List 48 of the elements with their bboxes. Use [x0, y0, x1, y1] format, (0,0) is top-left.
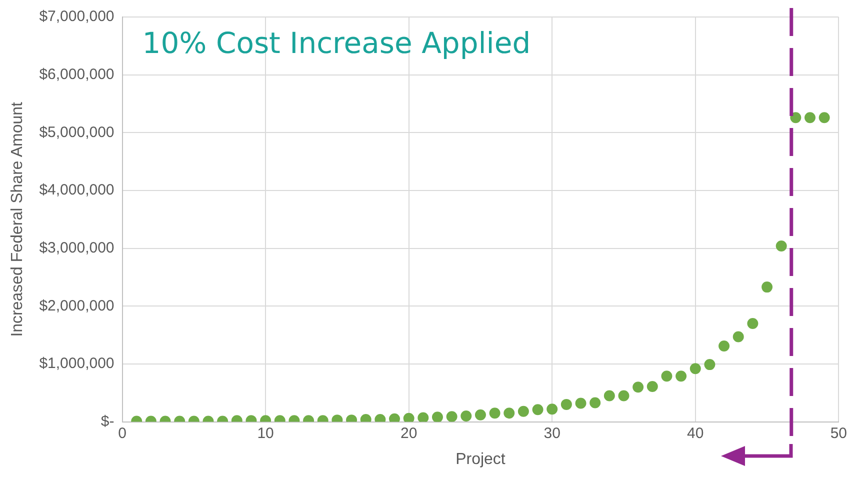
point [661, 370, 672, 382]
point [776, 240, 787, 252]
y-tick-label: $2,000,000 [39, 297, 114, 314]
point [790, 112, 802, 124]
point [575, 398, 586, 409]
point [732, 331, 744, 342]
x-tick-label: 10 [257, 424, 274, 442]
annotation: 10% Cost Increase Applied [142, 26, 531, 60]
point [546, 404, 558, 415]
x-tick-label: 30 [544, 424, 560, 442]
x-tick-label: 20 [400, 424, 418, 442]
x-axis-title: Project [456, 450, 506, 468]
y-tick-label: $5,000,000 [39, 124, 114, 141]
point [489, 408, 500, 419]
point [474, 409, 486, 420]
point [646, 381, 658, 392]
point [446, 411, 458, 422]
point [718, 340, 730, 352]
y-tick-label: $4,000,000 [39, 182, 114, 199]
point [590, 397, 601, 408]
y-tick-label: $6,000,000 [39, 66, 114, 83]
point [460, 410, 472, 422]
point [604, 390, 615, 402]
y-tick-label: $3,000,000 [39, 239, 114, 256]
point [747, 318, 758, 329]
point [818, 112, 830, 124]
point [532, 404, 544, 416]
point [432, 412, 443, 422]
point [518, 406, 529, 417]
x-tick-label: 0 [118, 424, 126, 442]
point [560, 398, 572, 410]
point [762, 282, 773, 293]
point [804, 112, 816, 124]
point [704, 359, 716, 370]
point [504, 408, 515, 419]
point [403, 412, 414, 422]
x-tick-label: 50 [830, 424, 847, 442]
y-axis-title: Increased Federal Share Amount [9, 101, 26, 337]
point [618, 390, 630, 402]
y-tick-label: $- [100, 412, 114, 430]
point [418, 412, 429, 422]
point [690, 363, 701, 374]
point [676, 370, 687, 382]
y-tick-label: $7,000,000 [39, 8, 114, 26]
point [632, 382, 644, 393]
y-tick-label: $1,000,000 [39, 355, 114, 372]
point [389, 413, 400, 422]
x-tick-label: 40 [687, 424, 704, 442]
